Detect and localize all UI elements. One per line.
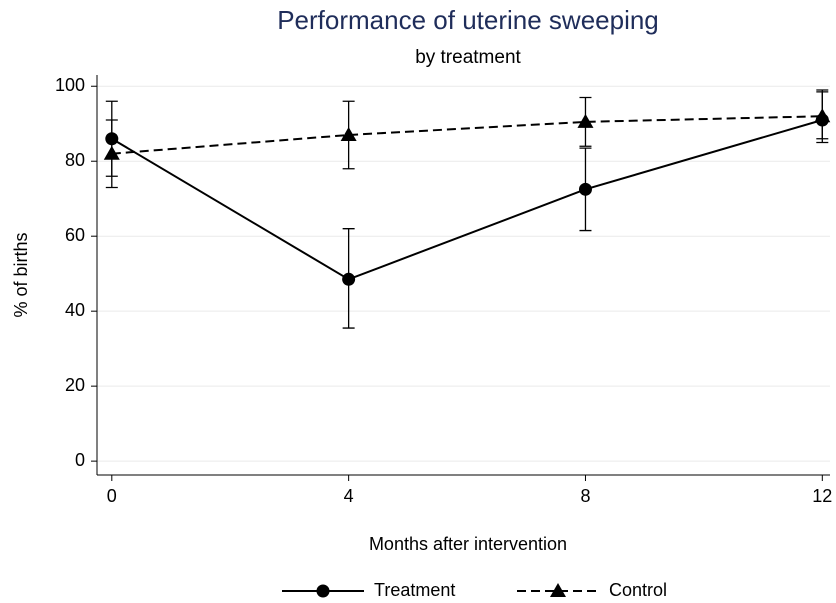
y-axis-label: % of births: [11, 232, 31, 317]
x-tick-label: 0: [107, 486, 117, 506]
series-line: [111, 119, 823, 281]
chart-title: Performance of uterine sweeping: [277, 5, 659, 35]
marker: [550, 583, 566, 597]
x-tick-label: 12: [812, 486, 832, 506]
series-line: [111, 115, 823, 155]
marker: [577, 113, 594, 128]
legend-label: Control: [609, 580, 667, 600]
y-tick-label: 80: [65, 150, 85, 170]
legend-label: Treatment: [374, 580, 455, 600]
marker: [316, 584, 330, 598]
marker: [814, 108, 831, 123]
marker: [342, 272, 356, 286]
y-tick-label: 40: [65, 300, 85, 320]
y-tick-label: 100: [55, 75, 85, 95]
y-tick-label: 60: [65, 225, 85, 245]
x-tick-label: 4: [344, 486, 354, 506]
chart-subtitle: by treatment: [415, 47, 521, 68]
x-axis-label: Months after intervention: [369, 534, 567, 554]
y-tick-label: 20: [65, 375, 85, 395]
marker: [340, 126, 357, 141]
y-tick-label: 0: [75, 450, 85, 470]
marker: [578, 182, 592, 196]
x-tick-label: 8: [580, 486, 590, 506]
marker: [103, 145, 120, 160]
